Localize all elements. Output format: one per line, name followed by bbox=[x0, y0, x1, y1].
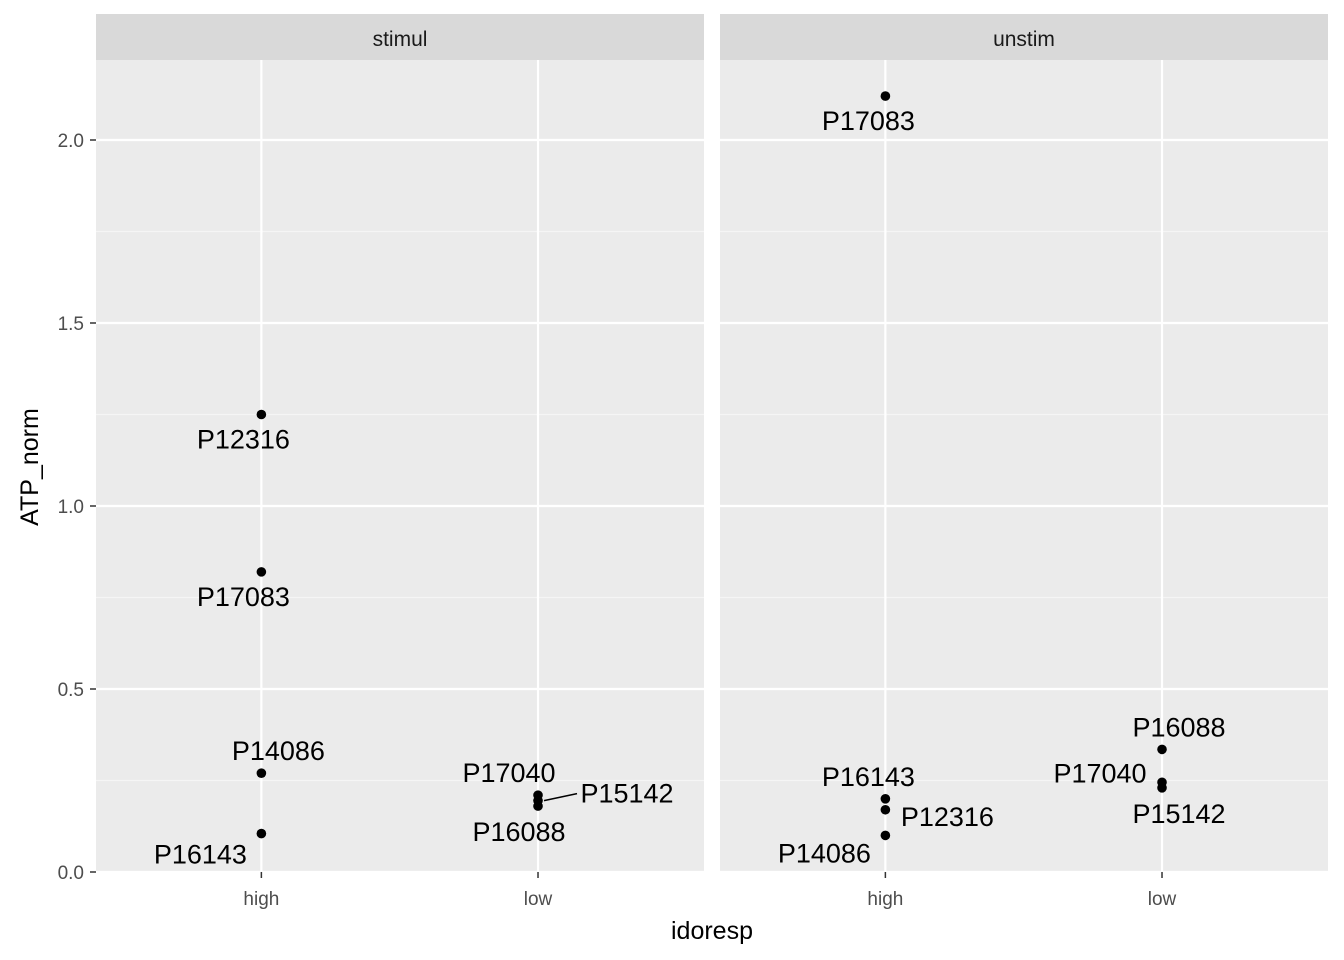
facets-layer: stimul high low P12316 P17083 P14086 P16143 P17… bbox=[96, 14, 1328, 910]
point-label: P16143 bbox=[822, 762, 915, 792]
data-point bbox=[256, 567, 267, 577]
point-label: P17040 bbox=[1053, 758, 1146, 788]
point-label: P12316 bbox=[901, 802, 994, 832]
data-point bbox=[256, 828, 267, 839]
data-point bbox=[880, 830, 891, 841]
facet-panel-unstim: unstim high low P17083 P16143 P12316 P14086 P16… bbox=[720, 14, 1328, 910]
panel-background bbox=[96, 60, 704, 872]
x-tick-label: high bbox=[867, 889, 903, 910]
point-label: P14086 bbox=[232, 736, 325, 766]
y-tick-label: 1.0 bbox=[58, 497, 84, 518]
x-axis-title: idoresp bbox=[671, 917, 753, 945]
point-label: P16088 bbox=[1132, 712, 1225, 742]
label-leader-line bbox=[543, 792, 578, 802]
data-point bbox=[880, 91, 891, 101]
y-axis-title: ATP_norm bbox=[16, 408, 44, 526]
point-label: P17040 bbox=[462, 758, 555, 788]
point-label: P14086 bbox=[778, 838, 871, 868]
y-axis: 0.0 0.5 1.0 1.5 2.0 bbox=[58, 131, 96, 884]
x-tick-label: high bbox=[243, 889, 279, 910]
x-tick-label: low bbox=[524, 889, 553, 910]
data-point bbox=[1157, 744, 1167, 755]
data-point bbox=[533, 801, 543, 811]
x-tick-label: low bbox=[1148, 889, 1177, 910]
y-tick-label: 2.0 bbox=[58, 131, 84, 152]
facet-strip bbox=[96, 14, 704, 60]
y-tick-label: 0.5 bbox=[58, 680, 84, 701]
facet-panel-stimul: stimul high low P12316 P17083 P14086 P16143 P17… bbox=[96, 14, 704, 910]
point-label: P17083 bbox=[197, 582, 290, 612]
y-tick-label: 1.5 bbox=[58, 314, 84, 335]
data-point bbox=[256, 768, 267, 778]
point-label: P12316 bbox=[197, 425, 290, 455]
point-label: P16143 bbox=[154, 840, 247, 870]
data-point bbox=[880, 794, 891, 804]
facet-strip-label: unstim bbox=[993, 28, 1055, 51]
point-label: P17083 bbox=[822, 106, 915, 136]
y-tick-label: 0.0 bbox=[58, 863, 84, 884]
data-point bbox=[1157, 783, 1167, 793]
point-label: P15142 bbox=[580, 779, 673, 809]
facet-strip-label: stimul bbox=[373, 28, 428, 51]
facet-strip bbox=[720, 14, 1328, 60]
point-label: P16088 bbox=[472, 817, 565, 847]
data-point bbox=[880, 804, 891, 815]
panel-background bbox=[720, 60, 1328, 872]
point-label: P15142 bbox=[1132, 799, 1225, 829]
data-point bbox=[256, 409, 267, 420]
